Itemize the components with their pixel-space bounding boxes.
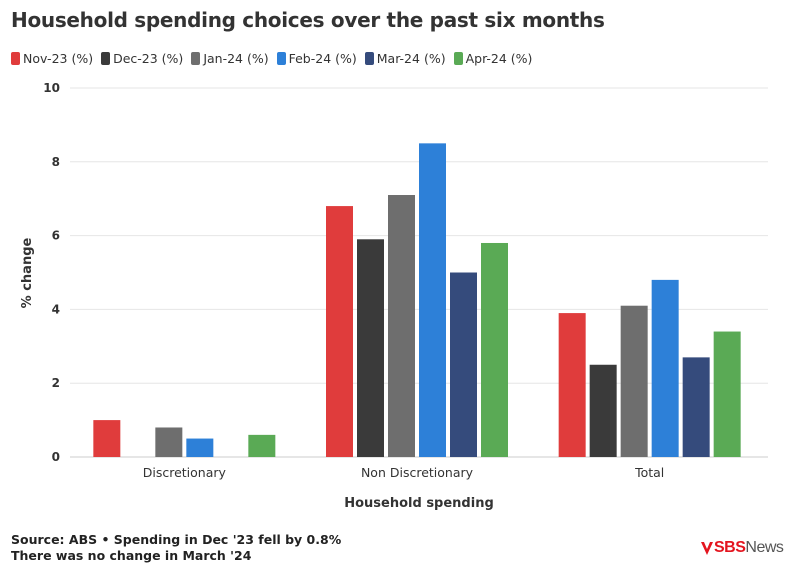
legend-item[interactable]: Feb-24 (%)	[276, 51, 357, 66]
bar	[357, 239, 384, 457]
legend-label: Nov-23 (%)	[23, 51, 94, 66]
legend-label: Feb-24 (%)	[288, 51, 357, 66]
x-tick-label: Discretionary	[143, 465, 227, 480]
bar	[558, 313, 586, 457]
bar	[155, 427, 183, 457]
legend-swatch	[364, 52, 374, 65]
bar	[481, 242, 508, 457]
note-line-2: There was no change in March '24	[11, 548, 252, 563]
bar	[186, 438, 214, 457]
y-tick-label: 4	[52, 302, 60, 316]
sbs-news-logo: SBS News	[700, 539, 784, 557]
legend-label: Apr-24 (%)	[465, 51, 533, 66]
y-tick-label: 2	[52, 376, 60, 390]
y-tick-label: 0	[52, 450, 60, 464]
bar	[682, 357, 710, 457]
legend-item[interactable]: Mar-24 (%)	[364, 51, 446, 66]
x-axis-label: Household spending	[344, 496, 494, 511]
legend-swatch	[191, 52, 201, 65]
bar	[326, 206, 353, 457]
bar	[589, 364, 617, 457]
legend: Nov-23 (%) Dec-23 (%) Jan-24 (%) Feb-24 (%)…	[11, 51, 532, 66]
bar	[388, 195, 415, 457]
legend-swatch	[101, 52, 111, 65]
bar	[93, 420, 121, 457]
legend-item[interactable]: Nov-23 (%)	[11, 51, 93, 66]
legend-swatch	[11, 52, 20, 65]
x-tick-label: Non Discretionary	[361, 465, 474, 480]
bar	[651, 279, 679, 457]
legend-item[interactable]: Apr-24 (%)	[453, 51, 533, 66]
legend-label: Mar-24 (%)	[376, 51, 446, 66]
bar	[248, 434, 276, 457]
y-tick-label: 8	[52, 155, 60, 169]
sbs-logo-icon	[701, 542, 713, 555]
bar	[620, 305, 648, 457]
bar	[450, 272, 477, 457]
bar	[713, 331, 741, 457]
legend-label: Dec-23 (%)	[113, 51, 184, 66]
legend-swatch	[276, 52, 286, 65]
x-tick-label: Total	[634, 465, 664, 480]
chart-title: Household spending choices over the past…	[11, 8, 605, 32]
y-tick-label: 10	[43, 81, 60, 95]
source-note: Source: ABS • Spending in Dec '23 fell b…	[11, 532, 342, 547]
legend-item[interactable]: Jan-24 (%)	[191, 51, 269, 66]
legend-label: Jan-24 (%)	[203, 51, 269, 66]
footer: Source: ABS • Spending in Dec '23 fell b…	[11, 532, 341, 564]
bar	[419, 143, 446, 457]
y-axis-label: % change	[20, 237, 35, 308]
legend-item[interactable]: Dec-23 (%)	[101, 51, 183, 66]
legend-swatch	[453, 52, 463, 65]
y-tick-label: 6	[52, 229, 60, 243]
